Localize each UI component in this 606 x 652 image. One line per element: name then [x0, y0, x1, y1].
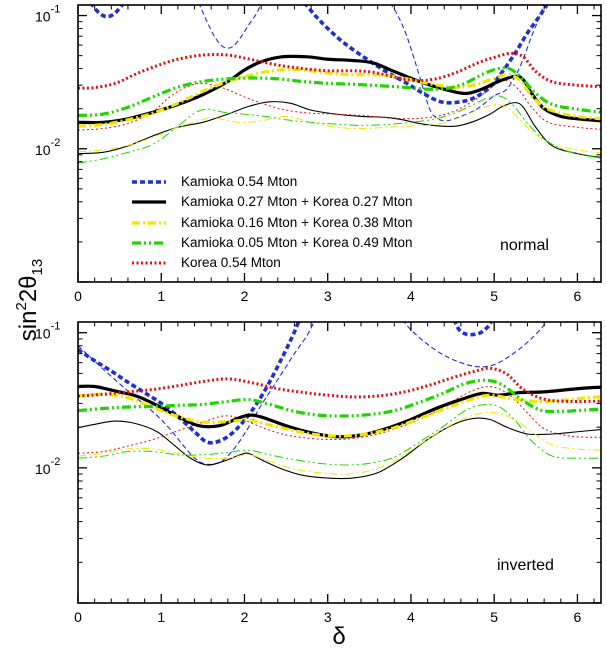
x-tick-label-inverted-6: 6 — [574, 609, 582, 625]
legend-label-k027: Kamioka 0.27 Mton + Korea 0.27 Mton — [181, 194, 413, 209]
curve-normal-k005-thick — [78, 66, 601, 118]
legend-item-k027: Kamioka 0.27 Mton + Korea 0.27 Mton — [132, 194, 413, 209]
plot-frame-inverted — [77, 321, 602, 604]
curve-normal-kamioka-thick — [304, 5, 549, 105]
x-tick-label-inverted-2: 2 — [241, 609, 249, 625]
x-tick-label-normal-3: 3 — [324, 288, 332, 304]
x-tick-label-inverted-5: 5 — [490, 609, 498, 625]
x-axis-label: δ — [332, 623, 345, 650]
x-tick-label-normal-6: 6 — [574, 288, 582, 304]
curve-inverted-k016-thin — [78, 411, 601, 475]
x-tick-label-normal-0: 0 — [74, 288, 82, 304]
curve-normal-kamioka-thin — [390, 5, 544, 122]
curve-inverted-k016-thick — [78, 392, 601, 438]
curve-normal-kamioka-thick — [90, 5, 125, 19]
curve-inverted-korea-thick — [78, 366, 601, 404]
curve-inverted-k027-thin — [78, 417, 601, 480]
x-tick-label-inverted-4: 4 — [407, 609, 415, 625]
axes-layer: 0 1 2 3 4 5 6 10-2 10-1 0 1 2 3 4 5 6 10-2 10-1 — [35, 4, 602, 625]
legend-label-k005: Kamioka 0.05 Mton + Korea 0.49 Mton — [181, 235, 413, 250]
curve-normal-k016-thick — [78, 67, 601, 128]
y-axis-label: sin22θ13 — [13, 259, 46, 341]
y-label-sub: 13 — [29, 259, 46, 276]
x-tick-label-normal-4: 4 — [407, 288, 415, 304]
panel-label-inverted: inverted — [497, 557, 554, 574]
legend-item-kamioka: Kamioka 0.54 Mton — [132, 174, 297, 189]
legend-item-k016: Kamioka 0.16 Mton + Korea 0.38 Mton — [132, 215, 413, 230]
curve-inverted-korea-thin — [78, 386, 601, 454]
curve-inverted-k005-thin — [78, 403, 601, 466]
legend-label-k016: Kamioka 0.16 Mton + Korea 0.38 Mton — [181, 215, 413, 230]
curve-normal-k027-thick — [78, 54, 601, 125]
panel-label-normal: normal — [500, 237, 549, 254]
x-tick-label-inverted-1: 1 — [157, 609, 165, 625]
curve-inverted-k005-thick — [78, 378, 601, 418]
curve-inverted-k027-thick — [78, 384, 601, 439]
x-tick-label-normal-1: 1 — [157, 288, 165, 304]
x-tick-label-normal-5: 5 — [490, 288, 498, 304]
x-tick-label-inverted-0: 0 — [74, 609, 82, 625]
legend-item-k005: Kamioka 0.05 Mton + Korea 0.49 Mton — [132, 235, 413, 250]
panel-inverted-curves — [78, 322, 601, 480]
curve-normal-kamioka-thin — [199, 5, 261, 49]
y-tick-label-normal--1: 10-1 — [35, 4, 60, 25]
y-label-mid: 2θ — [15, 275, 42, 302]
y-tick-label-inverted--1: 10-1 — [35, 321, 60, 342]
legend-item-korea: Korea 0.54 Mton — [132, 255, 281, 270]
legend: Kamioka 0.54 Mton Kamioka 0.27 Mton + Kor… — [132, 174, 413, 270]
x-tick-label-normal-2: 2 — [241, 288, 249, 304]
legend-label-kamioka: Kamioka 0.54 Mton — [181, 174, 297, 189]
y-tick-label-normal--2: 10-2 — [35, 137, 60, 158]
panel-normal-curves — [78, 5, 601, 164]
curve-normal-korea-thin — [78, 79, 601, 131]
curve-inverted-kamioka-thin — [403, 322, 548, 368]
curves-layer — [78, 5, 601, 480]
curve-inverted-kamioka-thick — [78, 322, 301, 445]
x-tick-label-inverted-3: 3 — [324, 609, 332, 625]
plot-frame-normal — [77, 4, 602, 283]
curve-normal-k016-thin — [78, 103, 601, 154]
curve-normal-k005-thin — [78, 95, 601, 164]
curve-inverted-kamioka-thick — [453, 322, 494, 337]
y-label-base: sin — [15, 311, 42, 342]
y-tick-label-inverted--2: 10-2 — [35, 456, 60, 477]
legend-label-korea: Korea 0.54 Mton — [181, 255, 281, 270]
y-label-sup: 2 — [13, 302, 30, 310]
